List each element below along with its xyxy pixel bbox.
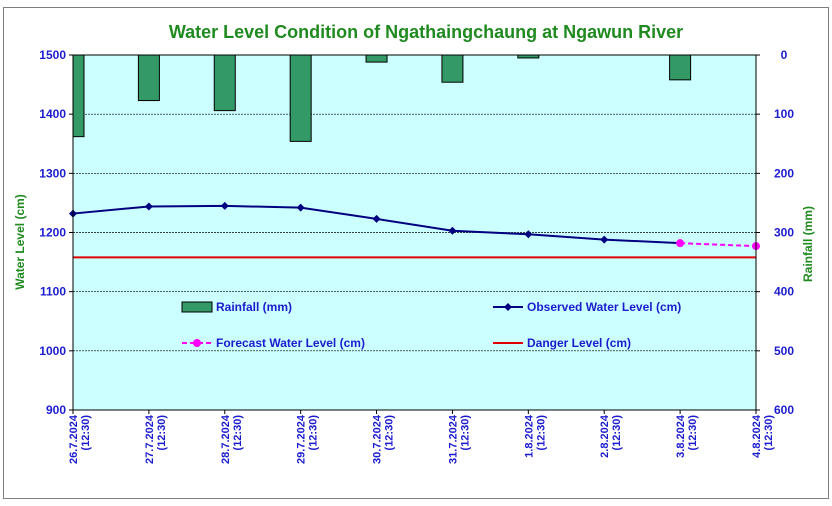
observed-point[interactable] — [372, 214, 381, 223]
x-tick-label: 29.7.2024(12:30) — [296, 414, 320, 464]
x-tick-label: 1.8.2024(12:30) — [523, 414, 547, 458]
y-tick-label: 1100 — [40, 285, 66, 299]
x-tick-label: 3.8.2024(12:30) — [675, 414, 699, 458]
y-tick-label: 1500 — [39, 48, 66, 62]
x-tick-label: 27.7.2024(12:30) — [144, 414, 168, 464]
y-tick-label: 1000 — [39, 344, 66, 358]
y2-tick-label: 300 — [774, 226, 794, 240]
y2-tick-label: 100 — [774, 107, 794, 121]
plot-area — [73, 55, 756, 410]
x-tick-label: 28.7.2024(12:30) — [220, 414, 244, 464]
legend-label: Observed Water Level (cm) — [527, 300, 681, 314]
observed-point[interactable] — [220, 201, 229, 210]
chart-title: Water Level Condition of Ngathaingchaung… — [169, 22, 683, 42]
y-tick-label: 900 — [46, 403, 66, 417]
legend-label: Forecast Water Level (cm) — [216, 336, 365, 350]
x-tick-label: 2.8.2024(12:30) — [599, 414, 623, 458]
x-tick-label: 31.7.2024(12:30) — [447, 414, 471, 464]
y2-tick-label: 600 — [774, 403, 794, 417]
observed-point[interactable] — [144, 202, 153, 211]
observed-point[interactable] — [600, 235, 609, 244]
observed-point[interactable] — [524, 230, 533, 239]
forecast-line[interactable] — [680, 242, 757, 248]
rainfall-bar[interactable] — [213, 54, 236, 112]
x-tick-label: 26.7.2024(12:30) — [68, 414, 92, 464]
y-tick-label: 1400 — [39, 107, 66, 121]
legend-label: Rainfall (mm) — [216, 300, 292, 314]
y2-tick-label: 0 — [781, 48, 788, 62]
observed-point[interactable] — [448, 226, 457, 235]
y-tick-label: 1200 — [39, 226, 66, 240]
y2-tick-label: 500 — [774, 344, 794, 358]
rainfall-bar[interactable] — [441, 54, 464, 83]
legend-marker-forecast — [193, 339, 201, 347]
x-tick-label: 4.8.2024(12:30) — [751, 414, 775, 458]
legend-label: Danger Level (cm) — [527, 336, 631, 350]
rainfall-bar[interactable] — [669, 54, 692, 81]
y2-tick-label: 400 — [774, 285, 794, 299]
legend: Rainfall (mm) Observed Water Level (cm) Fo… — [181, 300, 681, 350]
rainfall-bar[interactable] — [137, 54, 160, 102]
y2-axis-label: Rainfall (mm) — [801, 206, 815, 282]
observed-point[interactable] — [296, 203, 305, 212]
rainfall-bar[interactable] — [72, 54, 85, 138]
x-tick-label: 30.7.2024(12:30) — [372, 414, 396, 464]
forecast-point[interactable] — [676, 239, 685, 248]
rainfall-bar[interactable] — [289, 54, 312, 142]
legend-marker-observed — [504, 303, 512, 311]
legend-swatch-rainfall — [181, 301, 213, 313]
y-tick-label: 1300 — [39, 166, 66, 180]
y-axis-label: Water Level (cm) — [13, 194, 27, 290]
y2-tick-label: 200 — [774, 166, 794, 180]
rainfall-bar[interactable] — [365, 54, 388, 63]
